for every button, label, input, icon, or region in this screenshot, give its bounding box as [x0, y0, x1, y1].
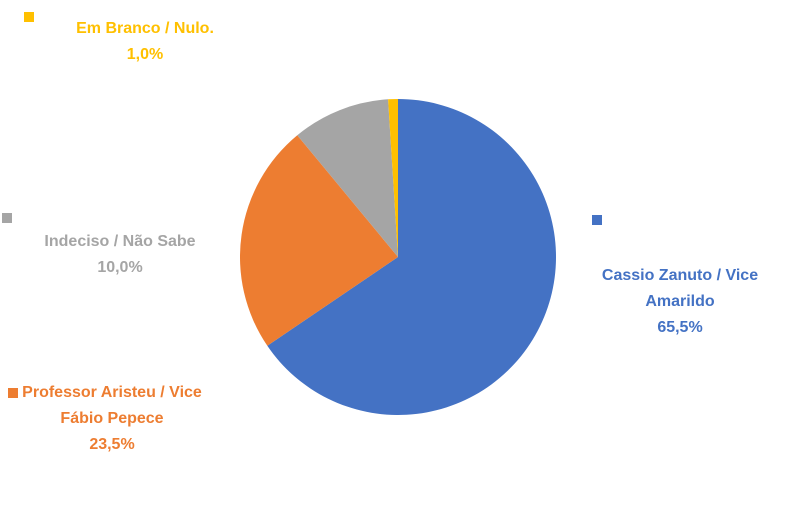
- data-label: Indeciso / Não Sabe 10,0%: [20, 229, 220, 281]
- pie-slice: [297, 99, 398, 258]
- value-label: 65,5%: [657, 319, 703, 336]
- pie-slice: [388, 99, 398, 257]
- data-label: Em Branco / Nulo. 1,0%: [45, 16, 245, 68]
- pie-slice: [239, 135, 398, 346]
- value-label: 1,0%: [126, 46, 164, 63]
- data-label: Cassio Zanuto / Vice Amarildo 65,5%: [595, 263, 765, 341]
- category-label: Em Branco / Nulo.: [76, 20, 214, 37]
- value-label: 10,0%: [97, 259, 143, 276]
- category-label: Cassio Zanuto / Vice Amarildo: [601, 267, 759, 310]
- category-label: Professor Aristeu / Vice Fábio Pepece: [22, 384, 202, 427]
- label-marker: [24, 12, 34, 22]
- label-marker: [2, 213, 12, 223]
- data-label: Professor Aristeu / Vice Fábio Pepece 23,…: [22, 380, 202, 458]
- category-label: Indeciso / Não Sabe: [44, 233, 196, 250]
- value-label: 23,5%: [89, 436, 135, 453]
- label-marker: [8, 388, 18, 398]
- label-marker: [592, 215, 602, 225]
- pie-slice: [267, 99, 556, 415]
